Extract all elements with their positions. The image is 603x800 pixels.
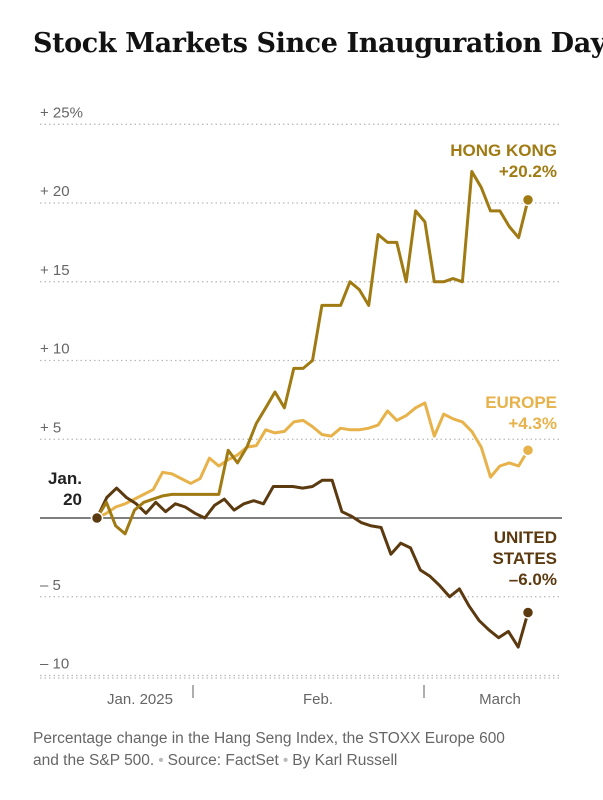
start-label-line: 20	[63, 490, 82, 509]
note-line-1: Percentage change in the Hang Seng Index…	[33, 730, 505, 747]
y-tick-label: + 15	[40, 262, 70, 279]
y-axis-ticks: + 25% + 20 + 15 + 10 + 5 – 5 – 10	[40, 104, 83, 672]
gridlines	[40, 123, 562, 679]
y-tick-label: – 10	[40, 656, 69, 673]
series-line-europe	[95, 401, 530, 520]
y-tick-label: + 20	[40, 183, 70, 200]
separator-dot: •	[158, 752, 164, 769]
series-label-us: UNITED	[494, 528, 557, 547]
note-line-2: and the S&P 500.	[33, 752, 155, 769]
source-text: Source: FactSet	[167, 752, 279, 769]
series-lines	[90, 170, 535, 649]
end-dot-hongkong	[521, 193, 535, 207]
separator-dot: •	[282, 752, 289, 769]
y-tick-label: + 10	[40, 341, 70, 358]
y-tick-label: + 25%	[40, 104, 83, 121]
x-tick-label: Jan. 2025	[107, 691, 173, 708]
line-chart: + 25% + 20 + 15 + 10 + 5 – 5 – 10 Jan. 2025 Feb…	[40, 104, 562, 708]
series-label-hongkong: +20.2%	[499, 162, 557, 181]
series-label-europe: EUROPE	[485, 393, 557, 412]
x-tick-label: March	[479, 691, 521, 708]
start-dot	[90, 511, 104, 525]
y-tick-label: + 5	[40, 419, 61, 436]
x-tick-label: Feb.	[303, 691, 333, 708]
end-dot-us	[521, 606, 535, 619]
start-label-line: Jan.	[48, 469, 82, 488]
series-line-us	[95, 478, 530, 649]
byline-text: By Karl Russell	[292, 752, 398, 769]
series-label-europe: +4.3%	[508, 414, 557, 433]
chart-note: Percentage change in the Hang Seng Index…	[33, 728, 573, 772]
series-label-us: –6.0%	[509, 570, 557, 589]
series-line-hongkong	[95, 170, 530, 536]
chart-title: Stock Markets Since Inauguration Day	[33, 28, 603, 59]
series-labels: Jan. 20 HONG KONG +20.2% EUROPE +4.3% UNITED ST…	[48, 141, 557, 589]
series-label-us: STATES	[492, 549, 557, 568]
x-axis: Jan. 2025 Feb. March	[107, 685, 521, 708]
y-tick-label: – 5	[40, 577, 61, 594]
end-dot-europe	[521, 444, 535, 457]
series-label-hongkong: HONG KONG	[450, 141, 557, 160]
